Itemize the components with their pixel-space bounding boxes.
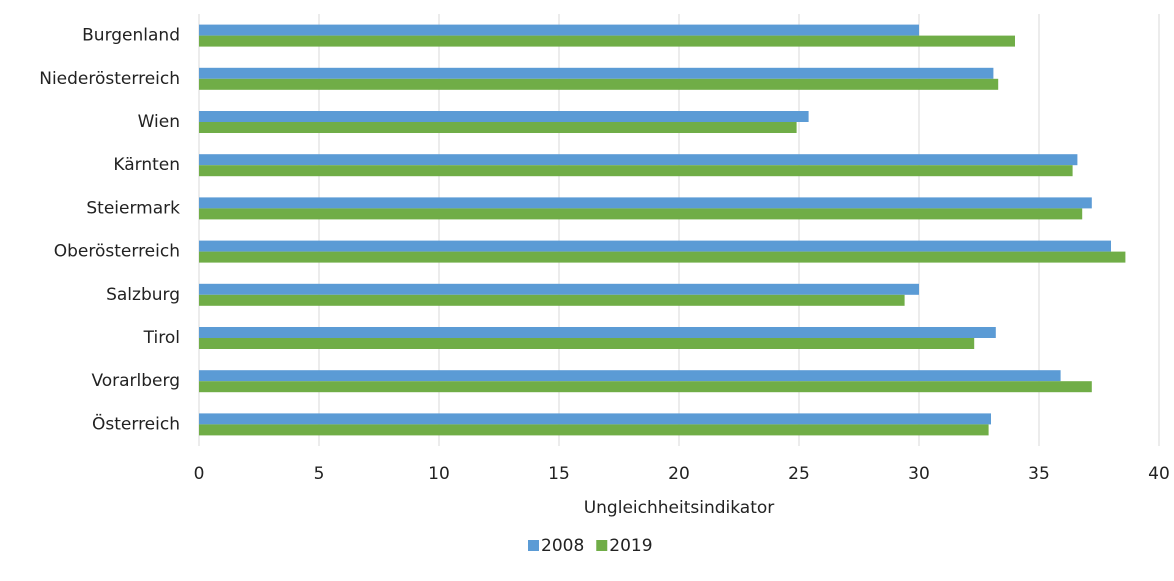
- bar: [199, 24, 919, 36]
- y-tick-label: Salzburg: [106, 285, 180, 305]
- bar: [199, 338, 975, 349]
- bar: [199, 122, 797, 133]
- bar: [199, 78, 999, 90]
- x-tick-label: 20: [668, 464, 690, 484]
- x-tick-label: 0: [194, 464, 205, 484]
- y-tick-label: Vorarlberg: [91, 371, 180, 391]
- y-tick-label: Kärnten: [113, 155, 180, 175]
- bar: [199, 111, 809, 122]
- bar: [199, 67, 994, 79]
- bar: [199, 283, 919, 295]
- bar: [199, 381, 1092, 393]
- legend-label: 2019: [609, 536, 652, 556]
- x-tick-label: 15: [548, 464, 570, 484]
- bar: [199, 424, 989, 436]
- y-tick-label: Oberösterreich: [54, 242, 180, 262]
- x-tick-label: 40: [1148, 464, 1170, 484]
- bar: [199, 240, 1111, 252]
- y-tick-label: Wien: [138, 112, 180, 132]
- x-tick-label: 30: [908, 464, 930, 484]
- bar: [199, 154, 1078, 166]
- y-tick-label: Niederösterreich: [39, 69, 180, 89]
- bar: [199, 208, 1083, 220]
- y-tick-label: Österreich: [92, 412, 180, 434]
- bar: [199, 327, 996, 338]
- bar: [199, 165, 1073, 177]
- x-tick-label: 10: [428, 464, 450, 484]
- x-tick-label: 25: [788, 464, 810, 484]
- legend-label: 2008: [541, 536, 584, 556]
- bar: [199, 197, 1092, 209]
- y-tick-label: Steiermark: [86, 198, 180, 218]
- x-tick-label: 35: [1028, 464, 1050, 484]
- x-axis-title: Ungleichheitsindikator: [584, 498, 775, 518]
- bar: [199, 251, 1126, 263]
- x-tick-label: 5: [314, 464, 325, 484]
- bar: [199, 413, 991, 425]
- legend-swatch: [596, 540, 608, 551]
- y-tick-label: Tirol: [143, 328, 180, 348]
- legend-swatch: [528, 540, 539, 551]
- bar: [199, 294, 905, 306]
- bar: [199, 35, 1015, 47]
- y-tick-label: Burgenland: [82, 26, 180, 46]
- bar: [199, 370, 1061, 382]
